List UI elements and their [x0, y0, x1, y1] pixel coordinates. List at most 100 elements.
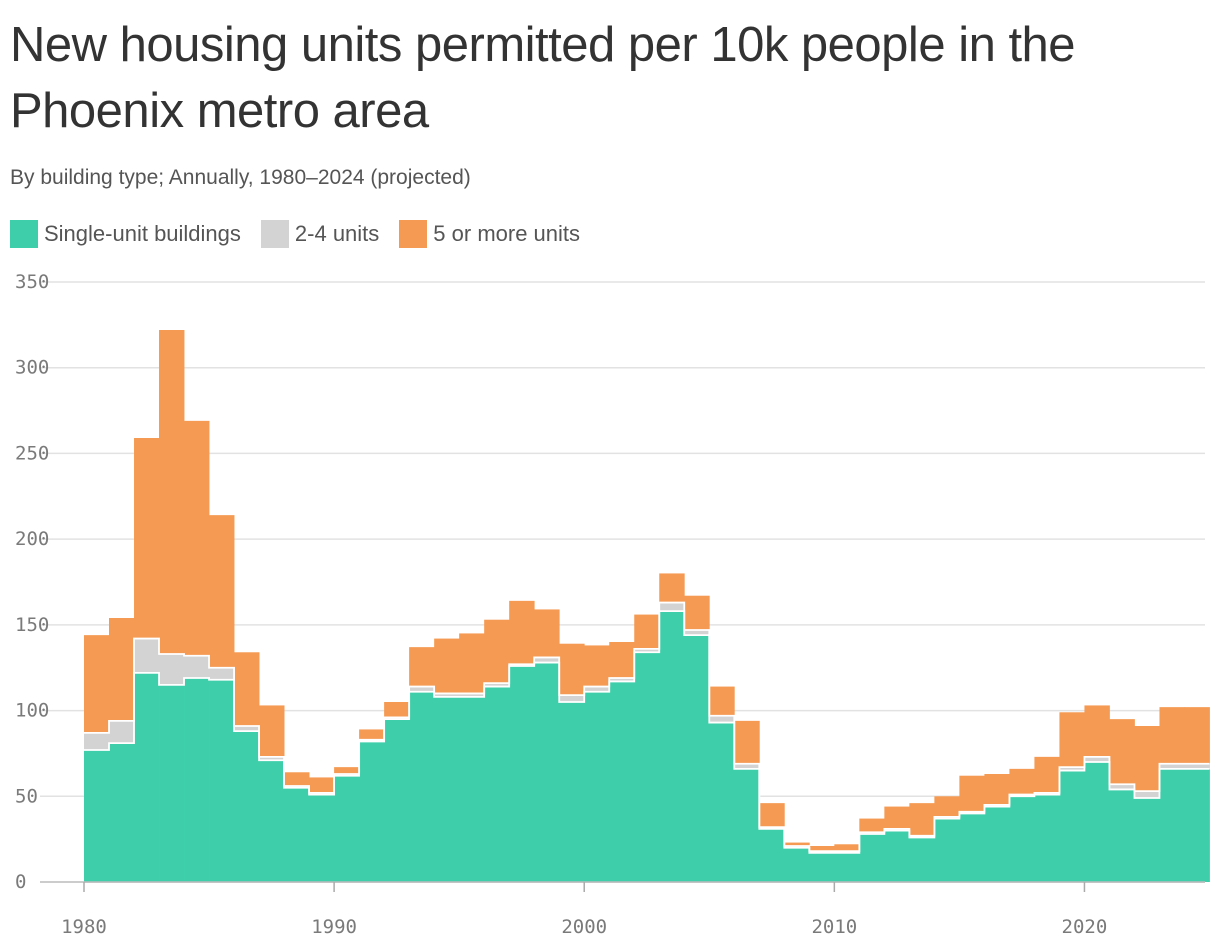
- bar-segment: [609, 681, 635, 882]
- bar-segment: [134, 438, 160, 639]
- bar-segment: [1084, 756, 1110, 762]
- bar-segment: [234, 726, 260, 732]
- legend-item-single-unit: Single-unit buildings: [10, 220, 241, 248]
- legend-label-5-plus-units: 5 or more units: [433, 221, 581, 246]
- bar-segment: [859, 818, 885, 833]
- bar-segment: [534, 657, 560, 663]
- bar-segment: [784, 842, 810, 846]
- bar-segment: [184, 678, 210, 882]
- bar-segment: [1009, 768, 1035, 795]
- bar-segment: [459, 696, 485, 882]
- bar-segment: [359, 729, 385, 740]
- bar-segment: [84, 750, 110, 882]
- bar-segment: [684, 630, 710, 636]
- bar-segment: [209, 667, 235, 680]
- bar-segment: [934, 818, 960, 882]
- bar-segment: [559, 643, 585, 696]
- bar-segment: [659, 602, 685, 612]
- bar-segment: [259, 760, 285, 882]
- bar-segment: [1184, 763, 1210, 769]
- bar-segment: [1059, 770, 1085, 882]
- series-2-4-units: [84, 602, 1210, 853]
- bar-segment: [384, 702, 410, 718]
- bar-segment: [709, 722, 735, 882]
- bar-segment: [709, 715, 735, 723]
- bar-segment: [584, 691, 610, 882]
- bar-segment: [1184, 768, 1210, 882]
- y-tick-label: 0: [15, 871, 26, 893]
- bar-segment: [259, 705, 285, 757]
- bar-segment: [734, 720, 760, 764]
- bar-segment: [834, 844, 860, 852]
- bar-segment: [784, 847, 810, 882]
- bar-segment: [559, 702, 585, 882]
- bar-segment: [634, 648, 660, 653]
- bar-segment: [1184, 707, 1210, 764]
- bar-segment: [1109, 784, 1135, 790]
- chart-title: New housing units permitted per 10k peop…: [10, 18, 1076, 138]
- legend-swatch-5-plus-units: [399, 220, 428, 248]
- bar-segment: [559, 695, 585, 702]
- legend-label-single-unit: Single-unit buildings: [44, 221, 241, 246]
- series-separator-line: [84, 601, 1210, 853]
- bar-segment: [809, 852, 835, 882]
- bar-segment: [184, 655, 210, 678]
- bar-segment: [209, 515, 235, 668]
- bar-segment: [309, 777, 335, 793]
- bar-segment: [434, 638, 460, 694]
- bar-segment: [434, 696, 460, 882]
- bar-segment: [534, 662, 560, 882]
- bar-segment: [909, 837, 935, 882]
- bar-segment: [484, 683, 510, 687]
- bar-segment: [109, 618, 135, 721]
- bar-segment: [334, 767, 360, 774]
- y-tick-label: 50: [15, 785, 38, 807]
- bar-segment: [84, 732, 110, 750]
- bar-segment: [1034, 756, 1060, 793]
- y-tick-label: 300: [15, 357, 49, 379]
- bar-segment: [809, 846, 835, 852]
- bar-segment: [659, 611, 685, 882]
- series-single-unit-buildings: [84, 611, 1210, 882]
- legend-swatch-single-unit: [10, 220, 38, 248]
- bar-segment: [934, 796, 960, 817]
- stacked-bars: [84, 330, 1210, 882]
- bar-segment: [184, 420, 210, 656]
- bar-segment: [734, 768, 760, 882]
- series-5-or-more-units: [84, 330, 1210, 852]
- y-tick-label: 250: [15, 442, 49, 464]
- y-tick-label: 350: [15, 271, 49, 293]
- bar-segment: [1009, 796, 1035, 882]
- bar-segment: [434, 693, 460, 697]
- bar-segment: [609, 678, 635, 682]
- x-tick-label: 1980: [61, 916, 107, 938]
- bar-segment: [159, 330, 185, 654]
- bar-segment: [109, 743, 135, 882]
- bar-segment: [484, 619, 510, 684]
- bar-segment: [109, 720, 135, 744]
- bar-segment: [409, 647, 435, 687]
- bar-segment: [684, 635, 710, 882]
- bar-segment: [959, 813, 985, 882]
- bar-segment: [1159, 707, 1185, 764]
- chart-subtitle: By building type; Annually, 1980–2024 (p…: [10, 166, 471, 189]
- bar-segment: [684, 595, 710, 630]
- bar-segment: [734, 763, 760, 769]
- bar-segment: [259, 756, 285, 761]
- bar-segment: [1134, 791, 1160, 798]
- bar-segment: [759, 828, 785, 882]
- bar-segment: [409, 686, 435, 692]
- bar-segment: [284, 772, 310, 786]
- bar-segment: [1084, 705, 1110, 757]
- legend-swatch-2-4-units: [260, 220, 289, 248]
- bar-segment: [234, 652, 260, 726]
- bar-segment: [134, 672, 160, 882]
- bar-segment: [634, 614, 660, 649]
- bar-segment: [1159, 763, 1185, 769]
- bar-segment: [159, 654, 185, 685]
- bar-segment: [209, 679, 235, 882]
- bar-segment: [334, 775, 360, 882]
- bar-segment: [134, 638, 160, 673]
- bar-segment: [1134, 726, 1160, 792]
